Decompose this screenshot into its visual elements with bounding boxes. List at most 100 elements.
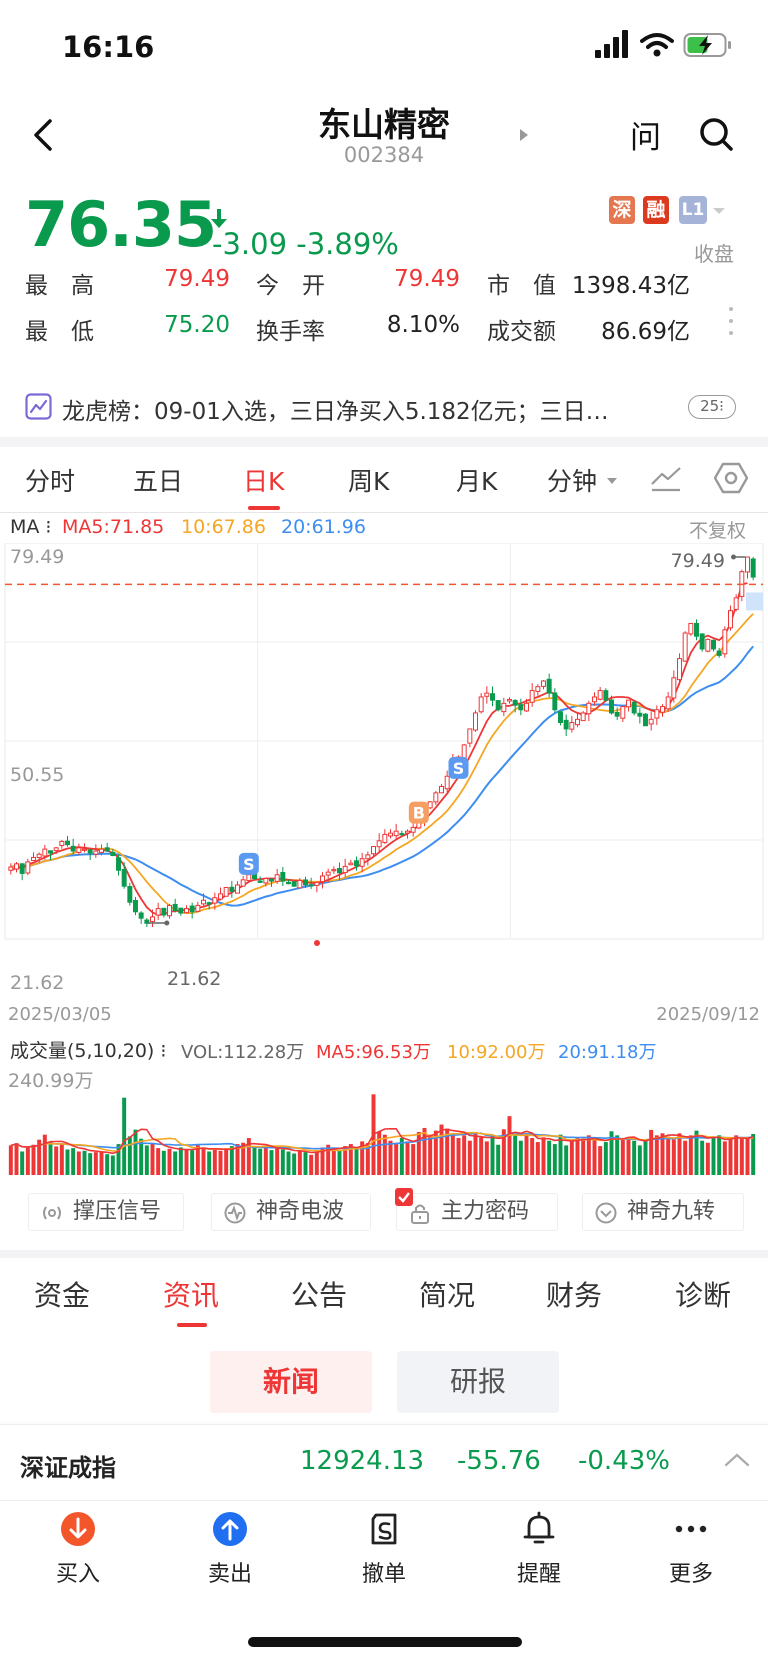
candle-up bbox=[31, 856, 36, 861]
volume-bar bbox=[728, 1139, 733, 1175]
chart-grid bbox=[4, 543, 764, 940]
volume-bar bbox=[252, 1147, 257, 1175]
tab-minute[interactable]: 分钟 bbox=[547, 467, 598, 496]
adjustment-toggle[interactable]: 不复权 bbox=[689, 520, 747, 542]
settings-icon[interactable] bbox=[714, 462, 748, 494]
back-icon[interactable] bbox=[28, 115, 58, 155]
tab-week-k[interactable]: 周K bbox=[348, 467, 390, 496]
volume-bar bbox=[739, 1138, 744, 1175]
volume-bar bbox=[552, 1144, 557, 1175]
ask-button[interactable]: 问 bbox=[630, 120, 661, 156]
tab-intraday[interactable]: 分时 bbox=[25, 467, 76, 496]
tab-month-k[interactable]: 月K bbox=[456, 467, 498, 496]
candle-down bbox=[495, 700, 501, 711]
tab-financials[interactable]: 财务 bbox=[546, 1279, 603, 1312]
candle-up bbox=[501, 702, 507, 713]
candle-up bbox=[671, 677, 677, 699]
search-icon[interactable] bbox=[698, 116, 734, 152]
tab-announcements[interactable]: 公告 bbox=[291, 1279, 348, 1312]
volume-ma-lines bbox=[10, 1128, 754, 1155]
kline-chart[interactable]: S B S 79.49 50.55 21.62 2025/03/05 2025/09… bbox=[0, 543, 768, 1028]
high-value: 79.49 bbox=[164, 266, 230, 292]
support-resistance-button[interactable]: 撑压信号 bbox=[28, 1193, 184, 1231]
alert-button[interactable]: 提醒 bbox=[499, 1510, 579, 1588]
candle-up bbox=[728, 610, 733, 629]
candle-down bbox=[133, 899, 138, 913]
tab-day-k[interactable]: 日K bbox=[243, 467, 285, 496]
candle-up bbox=[688, 622, 694, 635]
chevron-circle-icon bbox=[595, 1202, 617, 1224]
volume-bar bbox=[745, 1137, 750, 1175]
cancel-order-icon bbox=[371, 1513, 397, 1545]
tab-five-day[interactable]: 五日 bbox=[133, 467, 184, 496]
volume-bar bbox=[122, 1097, 127, 1175]
candle-up bbox=[235, 884, 240, 894]
battery-charging-icon bbox=[683, 33, 731, 57]
volume-bar bbox=[467, 1140, 472, 1175]
volume-bar bbox=[14, 1143, 19, 1175]
volume-bar bbox=[603, 1142, 608, 1175]
subtab-research[interactable]: 研报 bbox=[397, 1351, 559, 1413]
volume-bar bbox=[445, 1128, 450, 1175]
candle-down bbox=[354, 860, 359, 867]
chevron-down-icon[interactable] bbox=[711, 206, 727, 216]
more-vertical-icon[interactable] bbox=[728, 306, 734, 336]
tab-profile[interactable]: 简况 bbox=[419, 1279, 476, 1312]
volume-bar bbox=[507, 1116, 512, 1175]
drawing-tool-icon[interactable] bbox=[650, 464, 682, 492]
volume-bar bbox=[37, 1139, 42, 1175]
amount-label: 成交额 bbox=[487, 319, 556, 345]
volume-bar bbox=[524, 1135, 529, 1175]
ma5-line bbox=[10, 582, 748, 916]
volume-bar bbox=[649, 1129, 654, 1175]
candle-up bbox=[444, 775, 450, 790]
candle-up bbox=[93, 850, 99, 855]
next-stock-icon[interactable] bbox=[519, 128, 529, 142]
magic-wave-button[interactable]: 神奇电波 bbox=[211, 1193, 371, 1231]
more-button[interactable]: 更多 bbox=[651, 1510, 731, 1588]
candle-down bbox=[269, 878, 274, 882]
volume-bar bbox=[354, 1148, 359, 1175]
volume-bar bbox=[598, 1146, 603, 1175]
main-force-code-button[interactable]: 主力密码 bbox=[395, 1188, 558, 1231]
open-label: 今 开 bbox=[256, 273, 325, 299]
volume-bar bbox=[241, 1142, 246, 1175]
subtab-news[interactable]: 新闻 bbox=[210, 1351, 372, 1413]
checkbox-checked-icon bbox=[395, 1188, 413, 1206]
ma10-line bbox=[10, 613, 754, 914]
ma-prefix[interactable]: MA ⁝ bbox=[10, 516, 52, 538]
index-ticker-bar[interactable] bbox=[0, 1424, 768, 1500]
cancel-order-button[interactable]: 撤单 bbox=[344, 1510, 424, 1588]
caret-down-icon[interactable] bbox=[606, 477, 618, 485]
volume-bar bbox=[184, 1149, 189, 1175]
volume-chart[interactable] bbox=[0, 1090, 768, 1175]
level1-tag[interactable]: L1 bbox=[679, 196, 707, 224]
candle-up bbox=[473, 712, 478, 731]
ma20-line bbox=[10, 645, 754, 907]
tab-diagnosis[interactable]: 诊断 bbox=[675, 1279, 732, 1312]
volume-bar bbox=[190, 1150, 195, 1175]
buy-button[interactable]: 买入 bbox=[38, 1510, 118, 1588]
candle-down bbox=[716, 650, 722, 656]
magic-nine-button[interactable]: 神奇九转 bbox=[582, 1193, 744, 1231]
magic-wave-label: 神奇电波 bbox=[256, 1199, 345, 1224]
sell-button[interactable]: 卖出 bbox=[190, 1510, 270, 1588]
tab-capital[interactable]: 资金 bbox=[34, 1279, 91, 1312]
index-change: -55.76 bbox=[457, 1446, 541, 1476]
candle-down bbox=[121, 868, 127, 887]
tab-news-info[interactable]: 资讯 bbox=[163, 1279, 220, 1312]
volume-bar bbox=[722, 1141, 727, 1175]
low-marker-dot bbox=[164, 920, 170, 926]
chevron-up-icon[interactable] bbox=[724, 1452, 750, 1468]
volume-bar bbox=[156, 1148, 161, 1175]
dragon-tiger-count[interactable]: 25⁝ bbox=[688, 395, 736, 419]
volume-bar bbox=[178, 1147, 183, 1175]
sell-icon bbox=[213, 1512, 247, 1546]
candle-up bbox=[155, 908, 161, 916]
lock-icon bbox=[411, 1204, 429, 1224]
dragon-tiger-text[interactable]: 龙虎榜：09-01入选，三日净买入5.182亿元；三日… bbox=[62, 399, 609, 425]
volume-bar bbox=[620, 1140, 625, 1175]
candle-up bbox=[150, 916, 155, 922]
volume-title[interactable]: 成交量(5,10,20) ⁝ bbox=[10, 1040, 167, 1062]
candle-down bbox=[303, 879, 308, 886]
